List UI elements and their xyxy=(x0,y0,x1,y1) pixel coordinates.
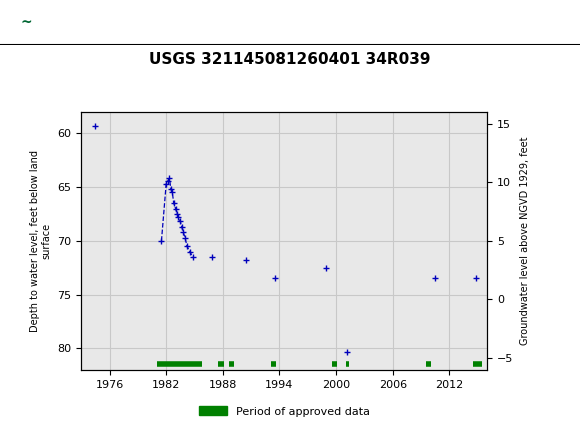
Text: ~: ~ xyxy=(20,15,32,30)
Y-axis label: Depth to water level, feet below land
surface: Depth to water level, feet below land su… xyxy=(30,150,52,332)
Text: USGS 321145081260401 34R039: USGS 321145081260401 34R039 xyxy=(149,52,431,67)
Text: USGS: USGS xyxy=(70,14,125,31)
Bar xyxy=(6,4,46,41)
Legend: Period of approved data: Period of approved data xyxy=(194,402,374,421)
Y-axis label: Groundwater level above NGVD 1929, feet: Groundwater level above NGVD 1929, feet xyxy=(520,137,530,345)
